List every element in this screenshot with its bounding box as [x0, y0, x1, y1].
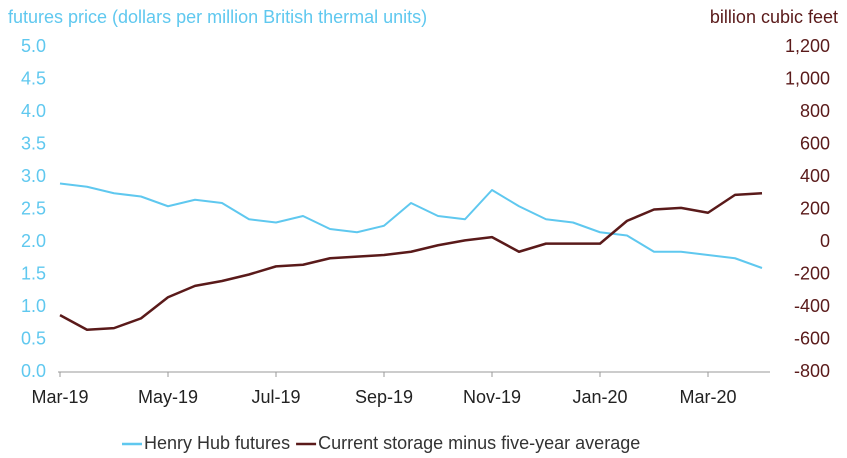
legend-label: Henry Hub futures [144, 433, 290, 453]
y2-tick-label: -200 [794, 263, 830, 283]
x-tick-label: Mar-19 [31, 387, 88, 407]
y-axis-label: futures price (dollars per million Briti… [8, 7, 427, 27]
y2-tick-label: -400 [794, 296, 830, 316]
x-tick-label: Sep-19 [355, 387, 413, 407]
y-tick-label: 2.0 [21, 231, 46, 251]
y2-tick-label: 1,000 [785, 68, 830, 88]
x-tick-label: Jan-20 [572, 387, 627, 407]
y2-tick-label: -600 [794, 328, 830, 348]
y-tick-label: 0.0 [21, 361, 46, 381]
y2-tick-label: 400 [800, 166, 830, 186]
legend-label: Current storage minus five-year average [318, 433, 640, 453]
y-tick-label: 4.0 [21, 101, 46, 121]
y-tick-label: 2.5 [21, 198, 46, 218]
y2-tick-label: 200 [800, 198, 830, 218]
y2-axis-label: billion cubic feet [710, 7, 838, 27]
x-tick-label: Nov-19 [463, 387, 521, 407]
y-tick-label: 5.0 [21, 36, 46, 56]
y-tick-label: 4.5 [21, 68, 46, 88]
x-tick-label: Jul-19 [251, 387, 300, 407]
y-tick-label: 0.5 [21, 328, 46, 348]
y-tick-label: 1.5 [21, 263, 46, 283]
series-line [59, 182, 763, 269]
y-tick-label: 3.5 [21, 133, 46, 153]
series-line [59, 192, 763, 331]
y2-tick-label: -800 [794, 361, 830, 381]
y-tick-label: 3.0 [21, 166, 46, 186]
y2-tick-label: 1,200 [785, 36, 830, 56]
y2-tick-label: 0 [820, 231, 830, 251]
x-tick-label: Mar-20 [679, 387, 736, 407]
y-tick-label: 1.0 [21, 296, 46, 316]
x-tick-label: May-19 [138, 387, 198, 407]
y2-tick-label: 600 [800, 133, 830, 153]
y2-tick-label: 800 [800, 101, 830, 121]
